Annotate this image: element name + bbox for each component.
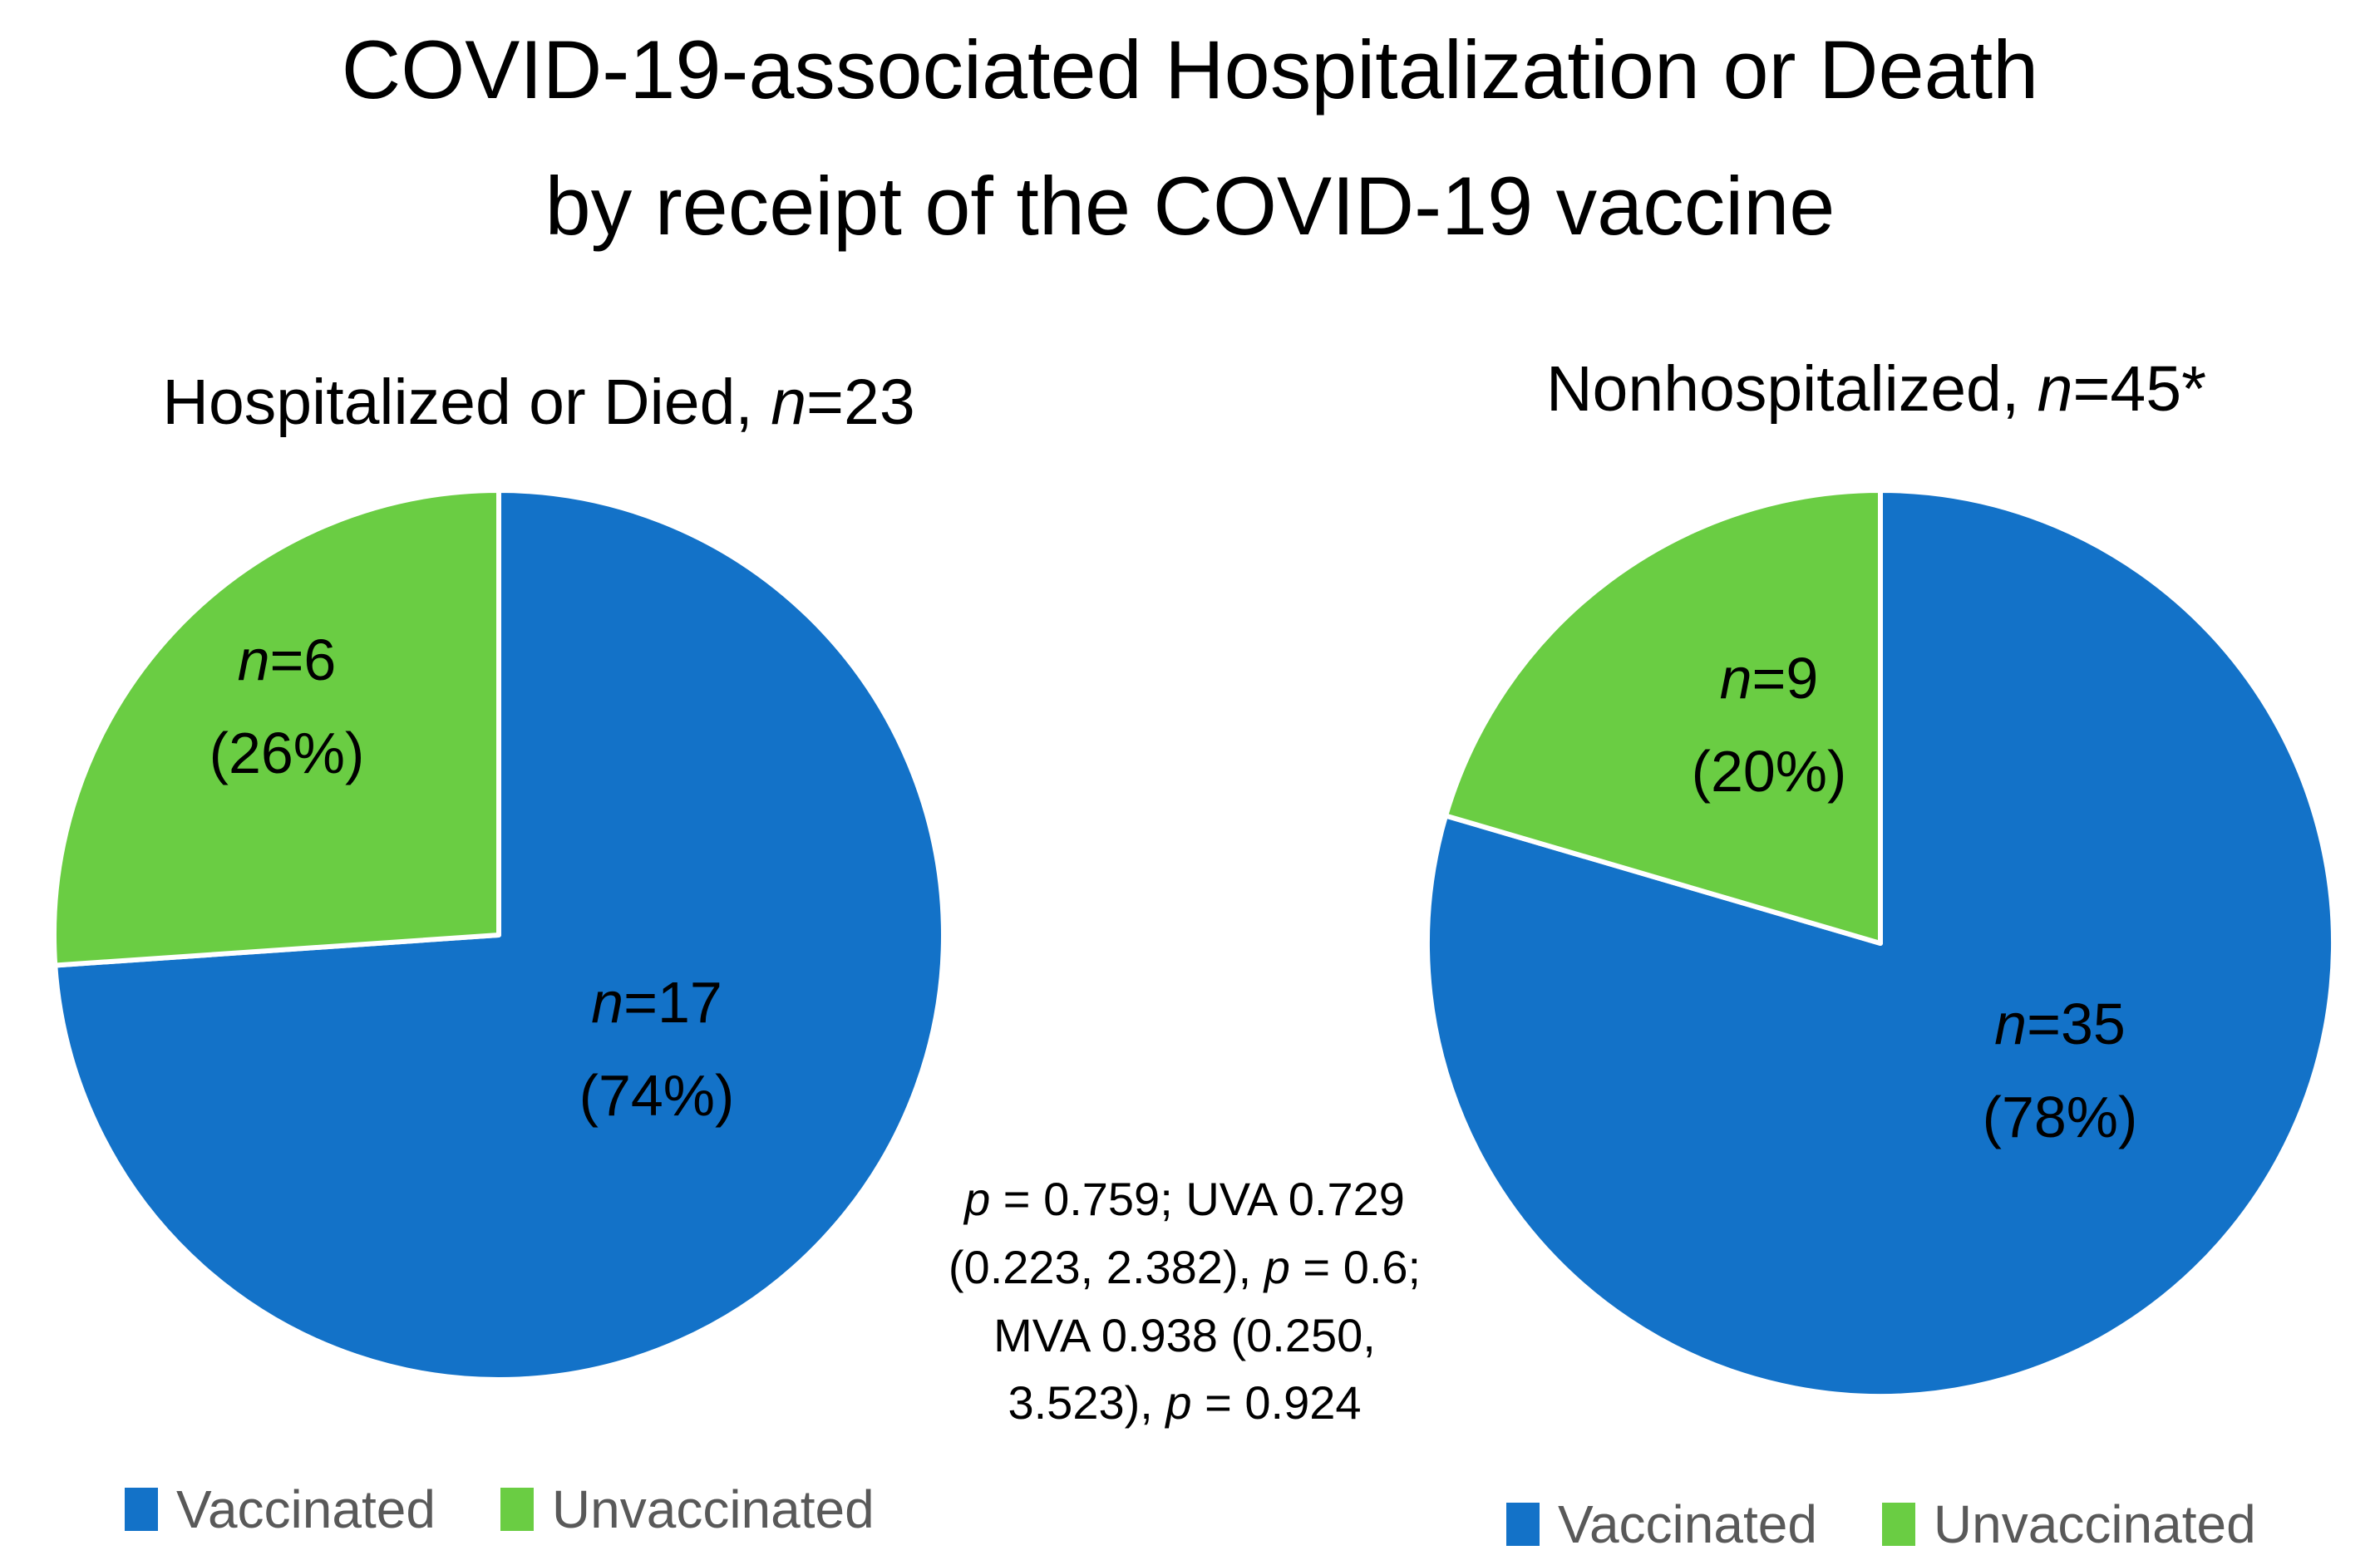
slice-label-count: n=35	[1994, 992, 2126, 1056]
legend-item-vaccinated: Vaccinated	[1506, 1494, 1817, 1555]
left-pie-vaccinated-label: n=17 (74%)	[579, 956, 735, 1142]
vaccinated-swatch	[1506, 1503, 1540, 1546]
stats-line-3: MVA 0.938 (0.250,	[993, 1308, 1376, 1361]
legend-item-vaccinated: Vaccinated	[125, 1479, 436, 1540]
unvaccinated-swatch	[1881, 1503, 1915, 1546]
slice-label-count: n=6	[237, 627, 337, 692]
right-pie-title: Nonhospitalized, n=45*	[1545, 353, 2207, 425]
left-pie-unvaccinated-label: n=6 (26%)	[209, 613, 365, 800]
left-pie-title: Hospitalized or Died, n=23	[162, 367, 915, 438]
stats-line-2: (0.223, 2.382), p = 0.6;	[948, 1240, 1422, 1293]
left-legend: Vaccinated Unvaccinated	[125, 1479, 875, 1540]
left-pie-chart	[52, 488, 946, 1382]
slice-label-count: n=9	[1719, 646, 1819, 711]
legend-label-unvaccinated: Unvaccinated	[1933, 1494, 2256, 1554]
stats-line-1: p = 0.759; UVA 0.729	[964, 1173, 1405, 1225]
legend-item-unvaccinated: Unvaccinated	[500, 1479, 875, 1540]
left-pie-slice-unvaccinated	[52, 488, 501, 968]
right-pie-slice-vaccinated	[1425, 488, 2336, 1399]
unvaccinated-swatch	[500, 1488, 534, 1531]
legend-label-vaccinated: Vaccinated	[1558, 1494, 1817, 1554]
right-legend: Vaccinated Unvaccinated	[1506, 1494, 2256, 1555]
figure-title-line-2: by receipt of the COVID-19 vaccine	[544, 160, 1836, 253]
figure-title-line-1: COVID-19-associated Hospitalization or D…	[341, 23, 2039, 116]
stats-line-4: 3.523), p = 0.924	[1008, 1376, 1362, 1430]
legend-item-unvaccinated: Unvaccinated	[1881, 1494, 2256, 1555]
slice-label-percent: (26%)	[209, 721, 365, 785]
right-pie-chart	[1425, 488, 2336, 1399]
right-pie-unvaccinated-label: n=9 (20%)	[1692, 632, 1847, 818]
slice-label-percent: (78%)	[1982, 1085, 2138, 1149]
right-pie-slice-unvaccinated	[1443, 488, 1883, 946]
legend-label-unvaccinated: Unvaccinated	[551, 1479, 875, 1539]
figure-title: COVID-19-associated Hospitalization or D…	[0, 2, 2380, 275]
stats-annotation: p = 0.759; UVA 0.729 (0.223, 2.382), p =…	[949, 1165, 1421, 1437]
vaccinated-swatch	[125, 1488, 158, 1531]
slice-label-percent: (20%)	[1691, 739, 1847, 804]
right-pie-vaccinated-label: n=35 (78%)	[1983, 977, 2138, 1164]
slice-label-count: n=17	[591, 970, 722, 1035]
slice-label-percent: (74%)	[579, 1063, 735, 1128]
legend-label-vaccinated: Vaccinated	[176, 1479, 436, 1539]
